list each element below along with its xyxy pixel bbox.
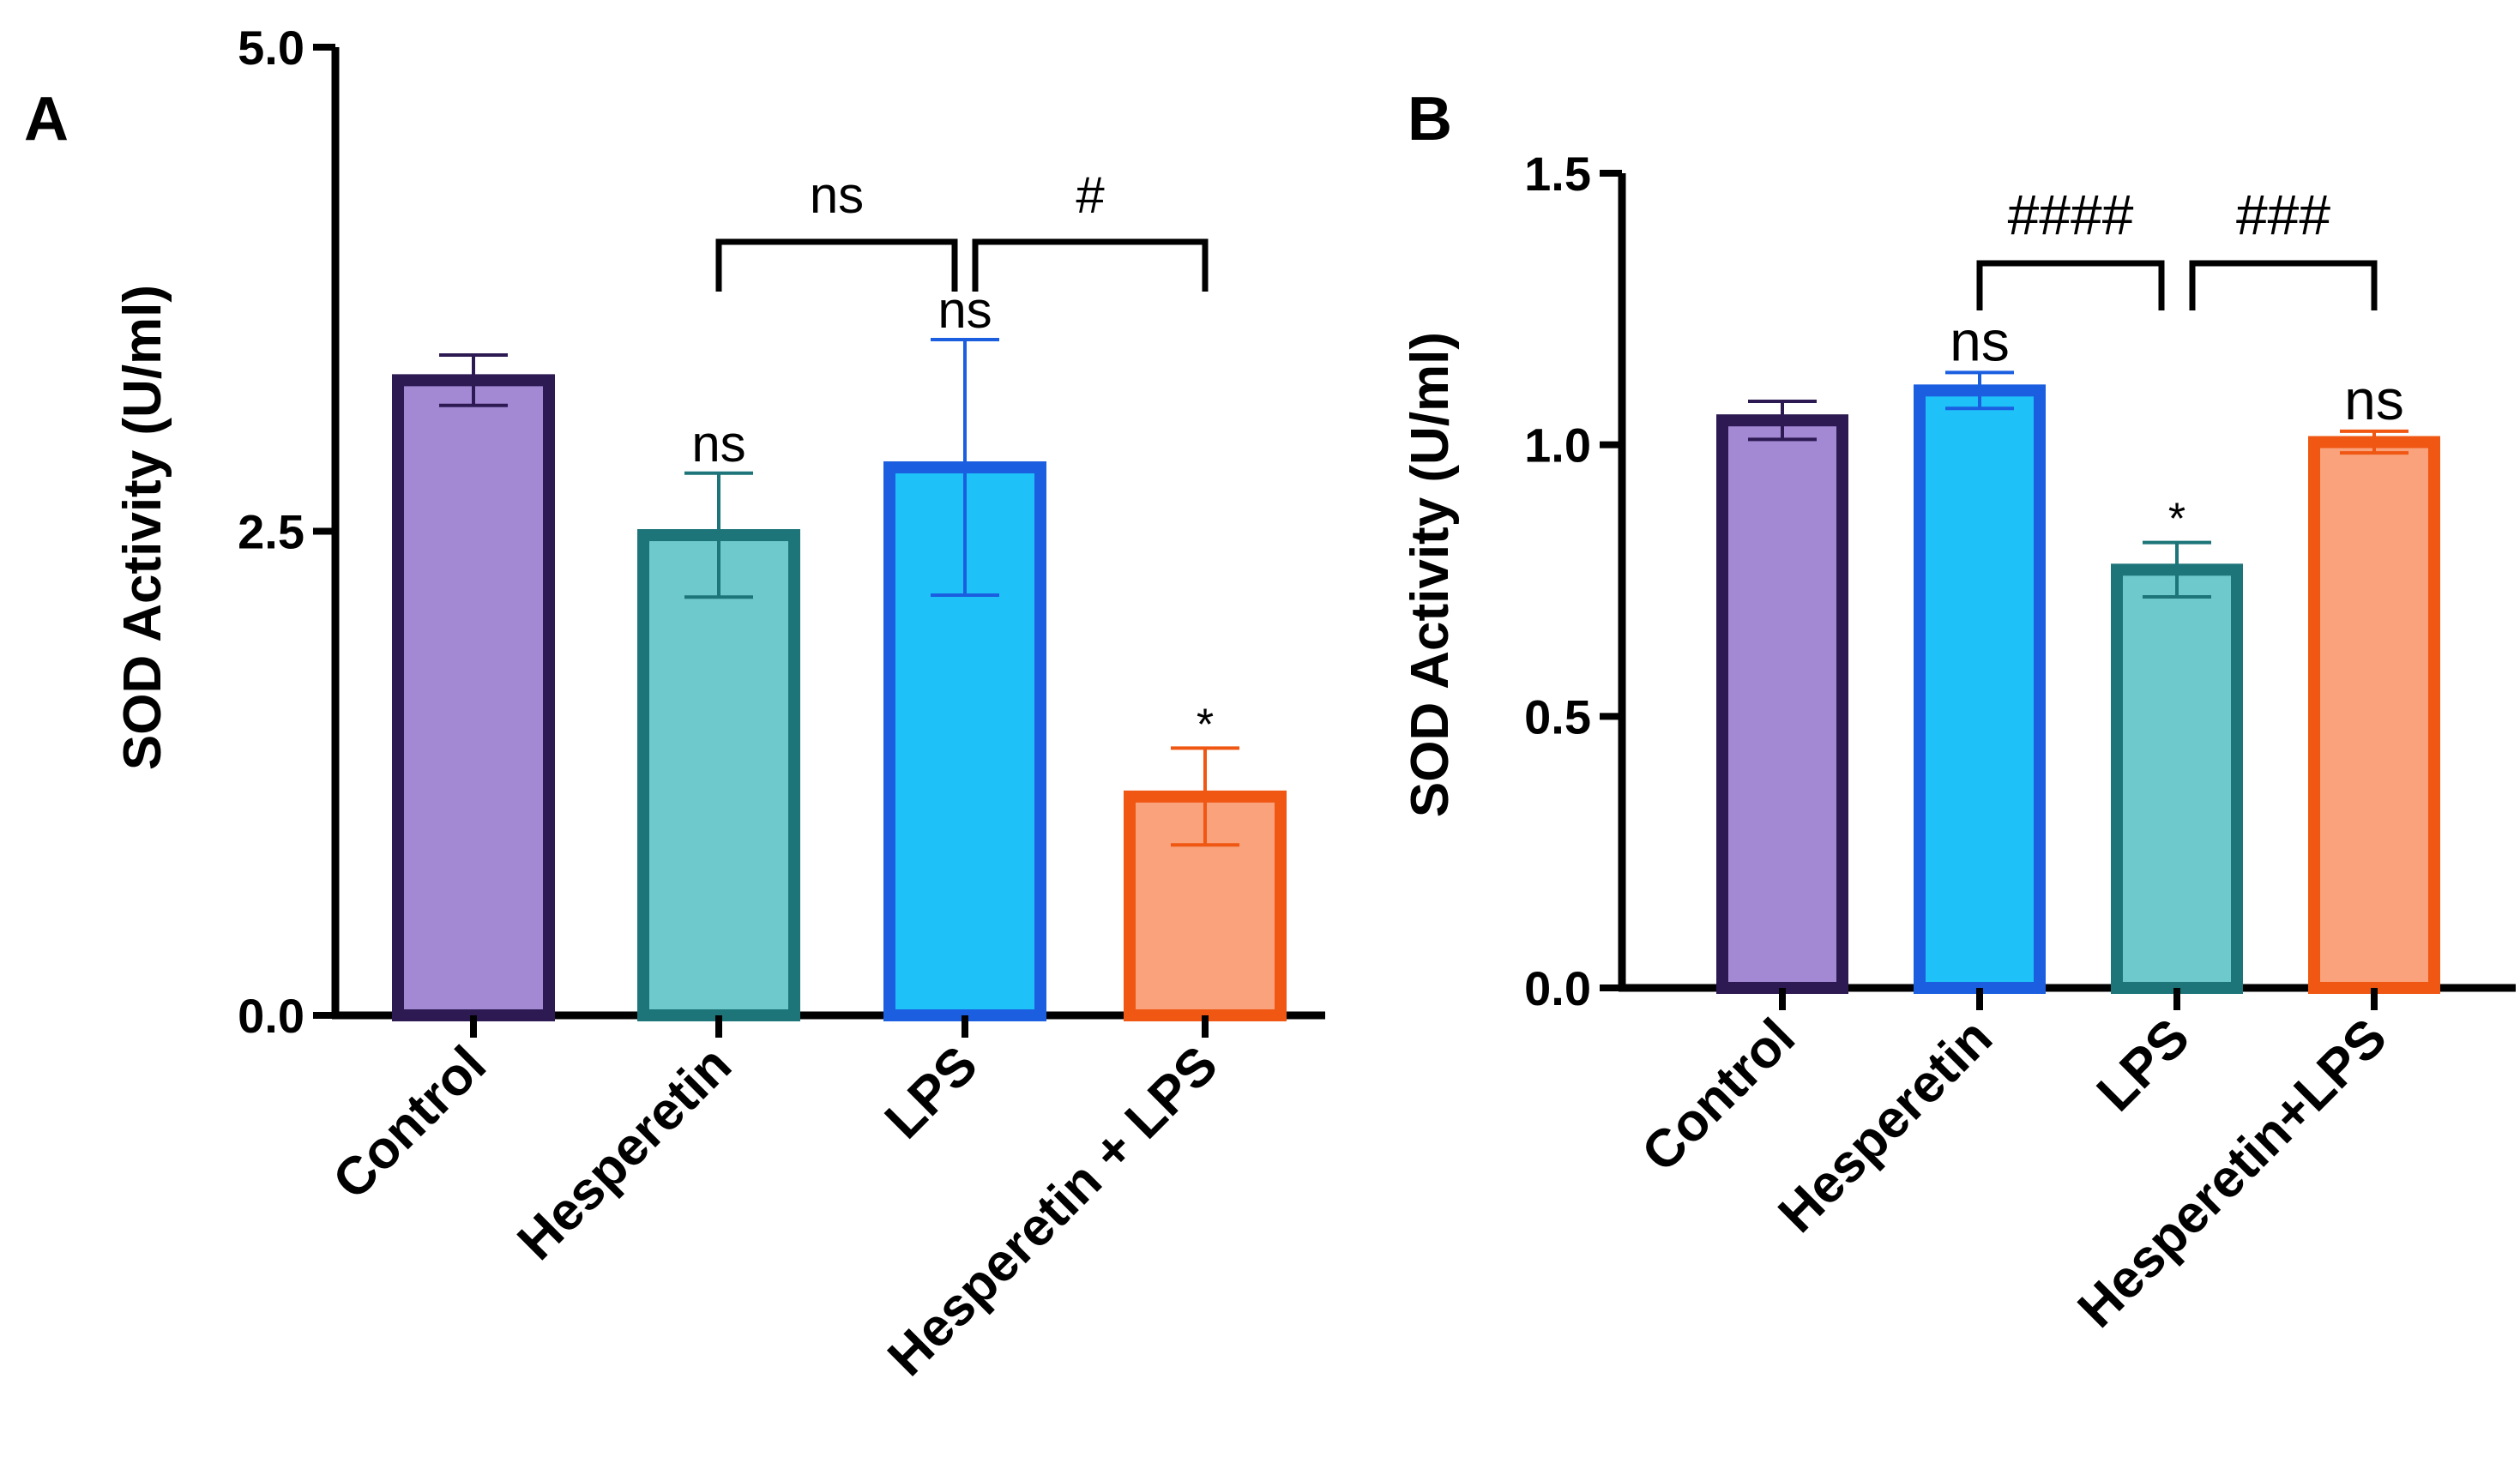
panel-b-bars [1716,370,2440,1010]
panel-b-ticks: 0.0 0.5 1.0 1.5 [1524,147,1622,1015]
y-tick-label: 0.0 [1524,961,1591,1015]
panel-a-ticks: 0.0 2.5 5.0 [238,21,335,1043]
comparison-bracket [2189,260,2378,310]
panel-a-y-axis-label: SOD Activity (U/ml) [113,285,172,770]
panel-a-annotations: ns ns * ns # [691,166,1214,750]
bar-hesperetin [637,529,800,1021]
panel-a-letter: A [24,85,69,154]
bar-hesperetin [1914,384,2046,995]
comparison-bracket [1976,260,2165,310]
bar-significance-label: * [2168,495,2185,545]
y-tick-label: 1.0 [1524,418,1591,473]
bar-lps [2111,563,2243,994]
error-bar [684,471,753,599]
comparison-bracket [972,238,1209,292]
x-category-label: Hesperetin [507,1035,743,1271]
panel-a: A SOD Activity (U/ml) 0.0 2.5 5.0 ns ns * ns #… [24,21,1325,1388]
y-tick-label: 2.5 [238,505,304,559]
error-bar [1748,400,1817,442]
bar-significance-label: ns [937,281,992,339]
error-bar [439,353,508,407]
bar-control [1716,414,1848,994]
panel-b-letter: B [1408,85,1452,154]
comparison-bracket [715,238,958,292]
error-bar [2143,540,2211,599]
error-bar [2340,429,2408,455]
y-tick-label: 0.5 [1524,689,1591,744]
bar-significance-label: ns [1950,309,2010,372]
panel-b-annotations: ns*ns#### ### [1950,183,2404,545]
error-bar [931,337,999,598]
bar-significance-label: * [1197,700,1214,750]
comparison-label: ns [810,166,864,224]
bar-control [392,374,555,1022]
x-category-label: LPS [2086,1008,2201,1123]
panel-b: B SOD Activity (U/ml) 0.0 0.5 1.0 1.5 ns * ns… [1401,85,2516,1339]
comparison-label: # [1076,166,1105,224]
x-category-label: Hesperetin [1768,1008,2004,1243]
x-category-label: Control [1631,1008,1806,1183]
panel-a-bars [392,337,1287,1038]
bar-significance-label: ns [691,415,745,473]
comparison-label: #### [2008,183,2134,246]
bar-significance-label: ns [2344,368,2404,431]
y-tick-label: 5.0 [238,21,304,75]
panel-b-y-axis-label: SOD Activity (U/ml) [1401,332,1460,817]
bar-hesperetin-lps [2308,436,2440,994]
x-category-label: LPS [874,1035,989,1150]
bar-lps [883,461,1046,1021]
x-category-label: Control [322,1035,497,1211]
comparison-label: ### [2236,183,2330,246]
error-bar [1171,746,1239,847]
y-tick-label: 0.0 [238,989,304,1043]
error-bar [1945,370,2014,411]
y-tick-label: 1.5 [1524,147,1591,201]
bar-hesperetin-lps [1124,790,1287,1022]
